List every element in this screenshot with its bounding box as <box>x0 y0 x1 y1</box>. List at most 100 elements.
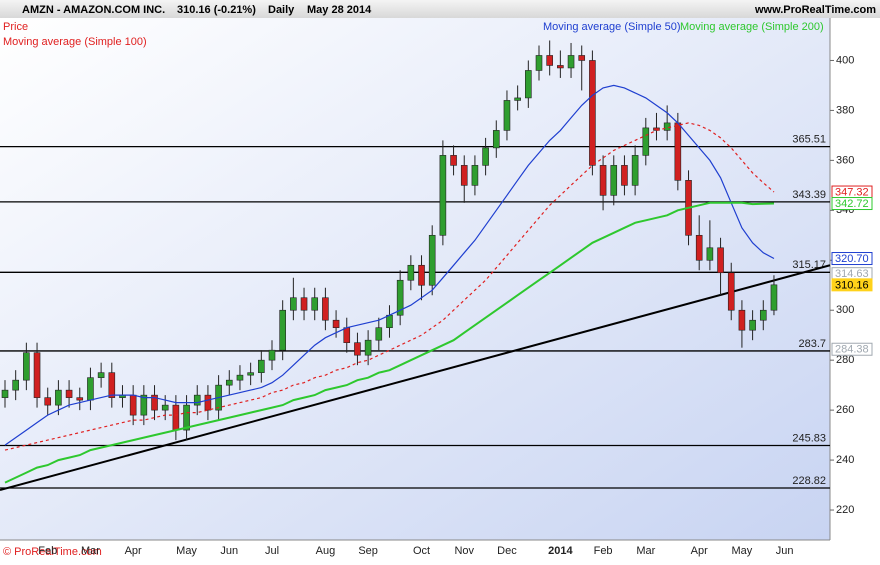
candle-body <box>727 272 735 311</box>
price-marker-label: 347.32 <box>835 186 869 198</box>
x-tick-label: Feb <box>38 545 57 557</box>
candle-body <box>161 404 169 411</box>
candle-body <box>322 297 329 321</box>
candle-body <box>407 264 415 281</box>
candle-body <box>65 389 73 398</box>
candle-body <box>482 147 489 166</box>
candle-body <box>439 155 447 236</box>
candle-body <box>311 297 319 311</box>
candle-body <box>535 55 543 71</box>
candle-body <box>375 327 383 341</box>
candle-body <box>279 309 286 351</box>
header-bar <box>0 0 880 18</box>
candle-body <box>290 297 297 311</box>
y-tick-label: 260 <box>836 404 854 416</box>
x-tick-label: Nov <box>454 545 474 557</box>
legend-label: Moving average (Simple 200) <box>680 21 824 33</box>
x-tick-label: Mar <box>636 545 655 557</box>
moving-average-line <box>4 122 775 451</box>
candle-body <box>770 284 778 311</box>
x-tick-label: May <box>732 545 753 557</box>
price-marker-label: 310.16 <box>835 279 869 291</box>
candle-body <box>610 165 618 196</box>
candle-body <box>140 394 148 416</box>
candle-body <box>557 65 564 69</box>
y-tick-label: 300 <box>836 304 854 316</box>
y-tick-label: 360 <box>836 154 854 166</box>
x-tick-label: 2014 <box>548 545 573 557</box>
candle-body <box>759 309 767 321</box>
x-tick-label: Mar <box>81 545 100 557</box>
candle-body <box>418 264 425 286</box>
level-label: 228.82 <box>792 475 826 487</box>
level-label: 365.51 <box>792 134 826 146</box>
candle-body <box>247 372 254 376</box>
candle-body <box>589 60 596 166</box>
x-tick-label: Apr <box>691 545 708 557</box>
y-tick-label: 400 <box>836 54 854 66</box>
candle-body <box>172 404 180 431</box>
candle-body <box>396 279 404 316</box>
candle-body <box>621 165 628 186</box>
x-tick-label: Oct <box>413 545 430 557</box>
x-tick-label: Sep <box>358 545 378 557</box>
candle-body <box>97 372 105 378</box>
period: Daily <box>268 4 295 16</box>
y-tick-label: 280 <box>836 354 854 366</box>
chart-title: AMZN - AMAZON.COM INC. <box>22 4 165 16</box>
candle-body <box>193 394 201 406</box>
price-marker-label: 314.63 <box>835 268 869 280</box>
price-marker-label: 284.38 <box>835 344 869 356</box>
footer: © ProRealTime.com <box>3 546 102 558</box>
candle-body <box>12 379 19 391</box>
date: May 28 2014 <box>307 4 372 16</box>
price-marker-label: 342.72 <box>835 198 869 210</box>
candle-body <box>450 155 457 166</box>
candle-body <box>225 379 233 386</box>
x-tick-label: Aug <box>316 545 336 557</box>
legend-price: Price <box>3 21 28 33</box>
level-label: 343.39 <box>792 189 826 201</box>
candle-body <box>236 374 244 381</box>
x-tick-label: Jun <box>220 545 238 557</box>
candle-body <box>129 394 137 416</box>
quote: 310.16 (-0.21%) <box>177 4 256 16</box>
candle-body <box>514 97 521 101</box>
source: www.ProRealTime.com <box>754 4 876 16</box>
candle-body <box>674 122 682 181</box>
candle-body <box>717 247 724 274</box>
candle-body <box>44 397 52 406</box>
candle-body <box>546 55 553 66</box>
candle-body <box>471 165 479 186</box>
candle-body <box>108 372 116 398</box>
candle-body <box>204 394 212 411</box>
price-marker-label: 320.70 <box>835 253 869 265</box>
candle-body <box>503 100 511 131</box>
price-marker <box>831 252 873 266</box>
candle-body <box>332 319 340 329</box>
candle-body <box>151 394 158 411</box>
x-tick-label: May <box>176 545 197 557</box>
level-label: 245.83 <box>792 432 826 444</box>
moving-average-line <box>4 201 775 484</box>
candle-body <box>87 377 94 401</box>
candle-body <box>642 127 650 156</box>
candle-body <box>23 352 30 381</box>
candle-body <box>1 389 9 398</box>
candle-body <box>749 319 756 331</box>
candle-body <box>354 342 361 356</box>
candle-body <box>76 397 84 401</box>
x-tick-label: Jul <box>265 545 279 557</box>
price-marker <box>831 342 873 356</box>
y-tick-label: 240 <box>836 454 854 466</box>
candle-body <box>567 55 575 69</box>
legend-label: Moving average (Simple 100) <box>3 36 147 48</box>
candle-body <box>428 234 436 286</box>
candle-body <box>183 404 190 431</box>
candle-body <box>706 247 714 261</box>
level-label: 315.17 <box>792 259 826 271</box>
candle-body <box>738 309 746 331</box>
candle-body <box>525 70 532 99</box>
candle-body <box>460 165 468 186</box>
